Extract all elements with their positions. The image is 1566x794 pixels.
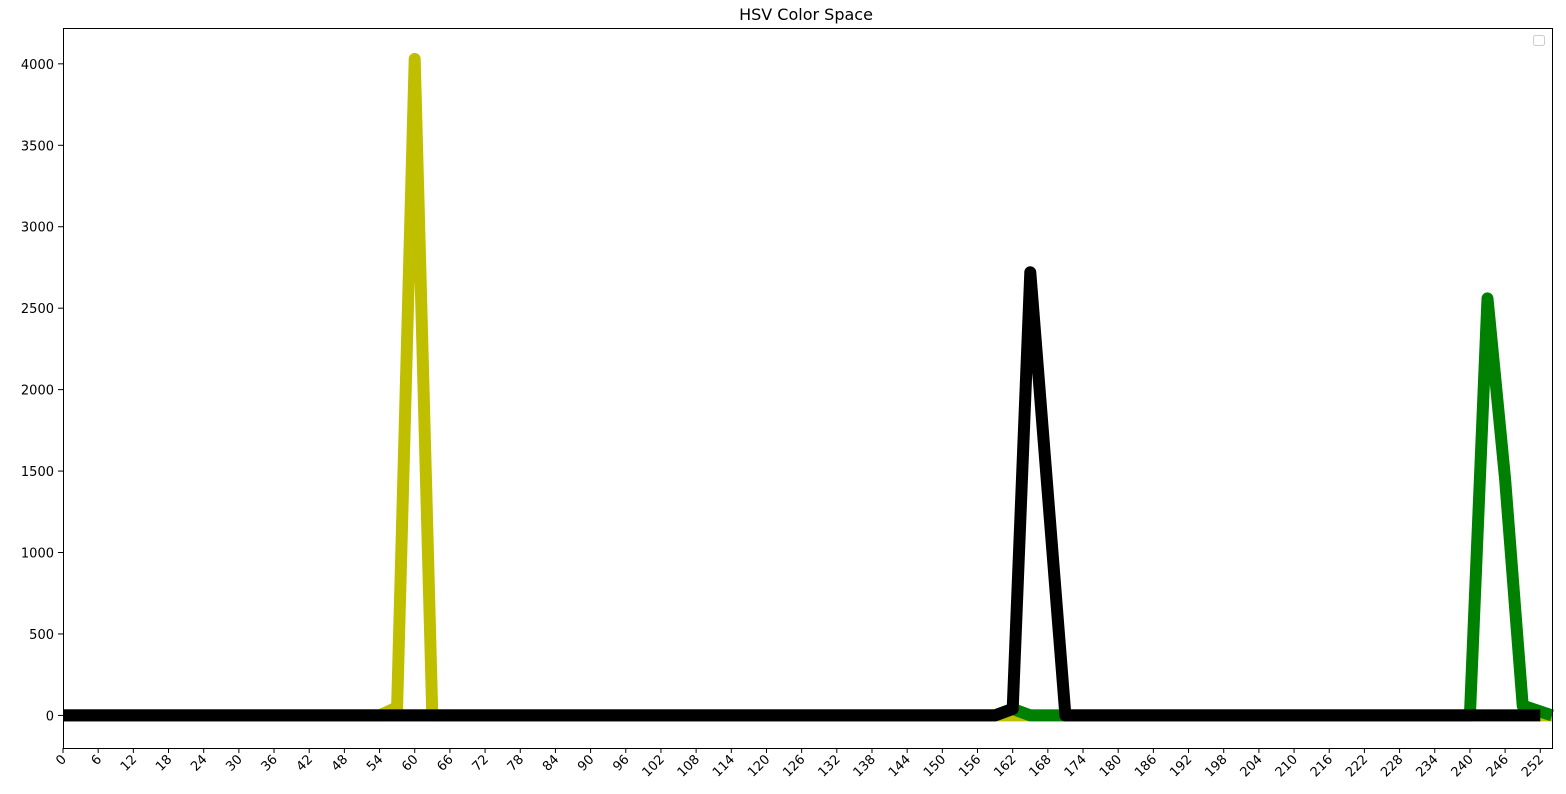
x-tick-label: 24 [188,752,210,774]
x-tick-label: 30 [223,752,245,774]
x-tick-label: 66 [434,752,456,774]
x-tick-label: 228 [1378,752,1406,780]
x-tick-label: 156 [956,752,984,780]
y-tick-label: 1500 [21,465,54,480]
x-tick-label: 168 [1027,752,1055,780]
x-tick-label: 42 [294,752,316,774]
x-tick-label: 36 [259,752,281,774]
x-tick-label: 180 [1097,752,1125,780]
x-tick-label: 150 [921,752,949,780]
y-tick-label: 3000 [21,221,54,236]
y-axis: 0 500 1000 1500 2000 2500 3000 3500 4000 [21,58,63,724]
x-tick-label: 108 [675,752,703,780]
x-tick-label: 102 [640,752,668,780]
x-tick-label: 120 [745,752,773,780]
x-tick-label: 0 [53,752,69,768]
x-tick-label: 240 [1449,752,1477,780]
x-tick-label: 210 [1273,752,1301,780]
x-tick-label: 12 [118,752,140,774]
x-tick-label: 222 [1343,752,1371,780]
y-tick-label: 2000 [21,384,54,399]
x-tick-label: 126 [780,752,808,780]
x-tick-label: 216 [1308,752,1336,780]
x-tick-label: 252 [1519,752,1547,780]
x-tick-label: 246 [1484,752,1512,780]
x-tick-label: 198 [1202,752,1230,780]
x-tick-label: 174 [1062,752,1090,780]
x-tick-label: 162 [991,752,1019,780]
x-tick-label: 132 [815,752,843,780]
x-tick-label: 18 [153,752,175,774]
x-tick-label: 84 [540,752,562,774]
series-line-2 [63,266,1541,722]
x-tick-label: 192 [1167,752,1195,780]
series-layer [63,53,1554,722]
x-tick-label: 6 [89,752,105,768]
x-tick-label: 90 [575,752,597,774]
y-tick-label: 500 [29,628,54,643]
x-tick-label: 204 [1238,752,1266,780]
x-tick-label: 78 [505,752,527,774]
x-tick-label: 48 [329,752,351,774]
chart-title: HSV Color Space [739,5,873,24]
x-tick-label: 186 [1132,752,1160,780]
plot-frame [63,28,1553,749]
x-tick-label: 54 [364,752,386,774]
y-tick-label: 2500 [21,302,54,317]
y-tick-label: 4000 [21,58,54,73]
series-line-0 [63,53,1552,722]
x-tick-label: 60 [399,752,421,774]
y-tick-label: 1000 [21,547,54,562]
legend-box [1533,35,1545,46]
x-tick-label: 72 [470,752,492,774]
series-line-1 [63,292,1554,722]
y-tick-label: 3500 [21,139,54,154]
x-tick-label: 96 [610,752,632,774]
y-tick-label: 0 [46,709,54,724]
x-tick-label: 138 [851,752,879,780]
x-tick-label: 234 [1413,752,1441,780]
x-tick-label: 114 [710,752,738,780]
x-tick-label: 144 [886,752,914,780]
x-axis: 0 6 12 18 24 30 36 42 48 54 60 66 72 78 84 90 96 102 108 11… [53,748,1547,780]
